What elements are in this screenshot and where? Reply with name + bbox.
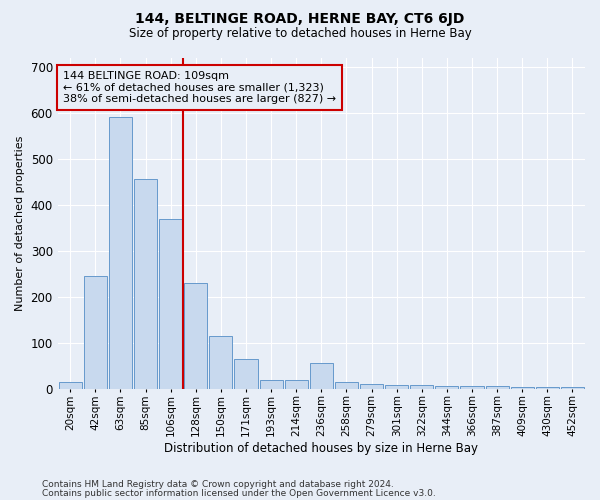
Text: 144, BELTINGE ROAD, HERNE BAY, CT6 6JD: 144, BELTINGE ROAD, HERNE BAY, CT6 6JD <box>136 12 464 26</box>
Bar <box>310 364 333 389</box>
Bar <box>284 380 308 389</box>
Bar <box>511 388 534 389</box>
Bar <box>460 386 484 389</box>
Bar <box>536 388 559 389</box>
Bar <box>184 283 208 389</box>
Bar <box>260 380 283 389</box>
Bar <box>436 386 458 389</box>
Bar <box>410 385 433 389</box>
Bar <box>109 118 132 389</box>
Bar <box>561 388 584 389</box>
Bar <box>485 386 509 389</box>
Text: Size of property relative to detached houses in Herne Bay: Size of property relative to detached ho… <box>128 28 472 40</box>
Bar <box>235 359 257 389</box>
Bar <box>134 180 157 389</box>
Y-axis label: Number of detached properties: Number of detached properties <box>15 136 25 311</box>
Bar <box>335 382 358 389</box>
Text: Contains HM Land Registry data © Crown copyright and database right 2024.: Contains HM Land Registry data © Crown c… <box>42 480 394 489</box>
Bar <box>84 276 107 389</box>
Bar <box>159 218 182 389</box>
Text: 144 BELTINGE ROAD: 109sqm
← 61% of detached houses are smaller (1,323)
38% of se: 144 BELTINGE ROAD: 109sqm ← 61% of detac… <box>63 71 336 104</box>
Bar <box>59 382 82 389</box>
X-axis label: Distribution of detached houses by size in Herne Bay: Distribution of detached houses by size … <box>164 442 478 455</box>
Bar <box>360 384 383 389</box>
Bar <box>385 385 408 389</box>
Text: Contains public sector information licensed under the Open Government Licence v3: Contains public sector information licen… <box>42 489 436 498</box>
Bar <box>209 336 232 389</box>
